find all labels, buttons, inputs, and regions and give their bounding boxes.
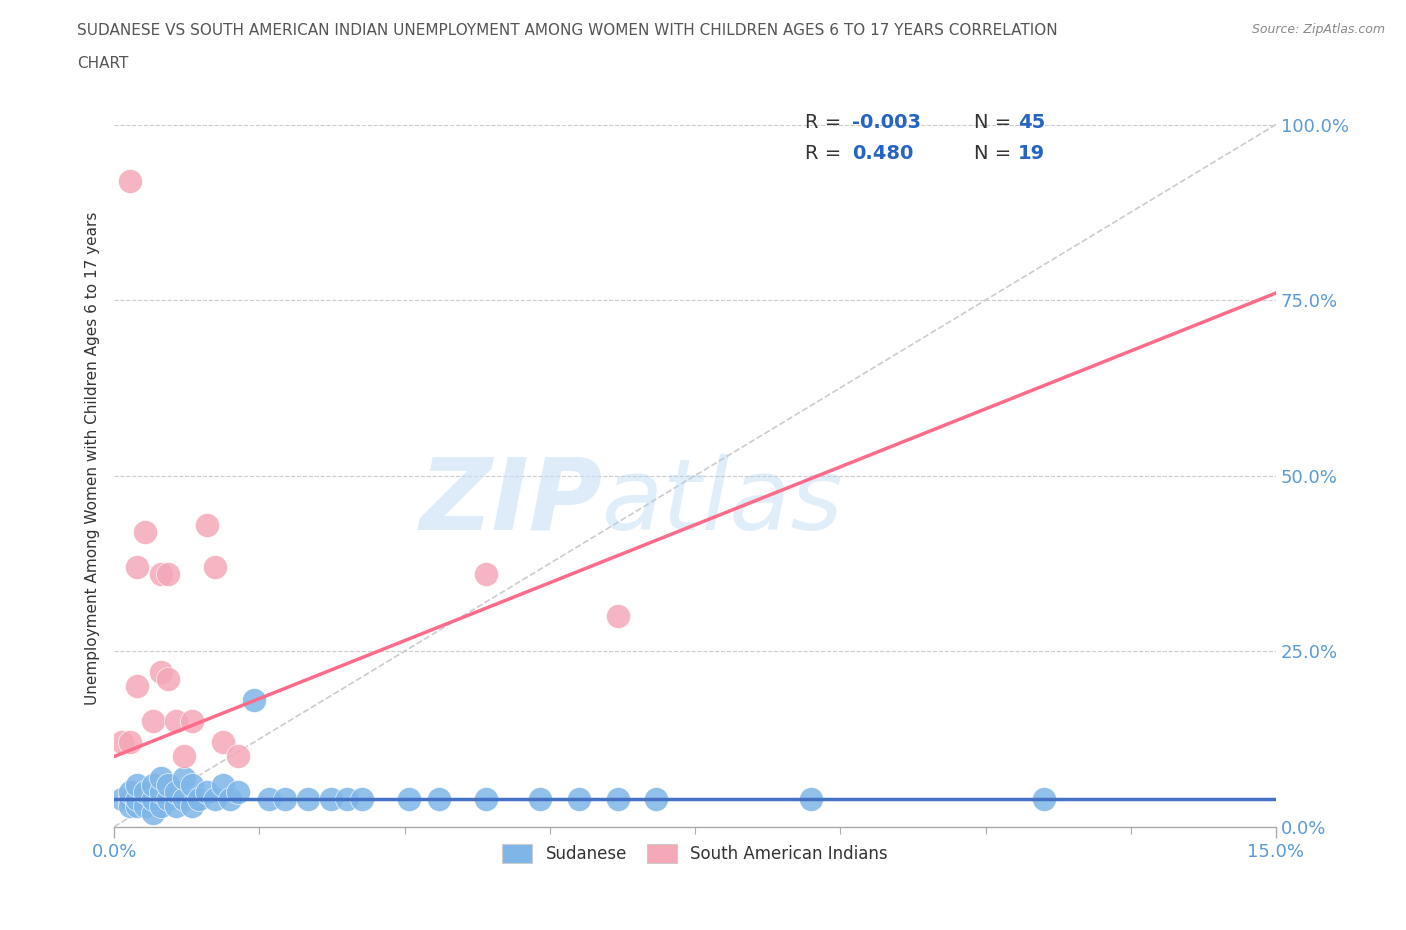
Point [226, 749, 249, 764]
Point [165, 714, 187, 729]
Point [134, 525, 156, 539]
Point [149, 770, 172, 785]
Point [319, 791, 342, 806]
Point [800, 791, 823, 806]
Legend: Sudanese, South American Indians: Sudanese, South American Indians [495, 837, 894, 870]
Point [195, 784, 218, 799]
Point [1032, 791, 1054, 806]
Point [127, 560, 149, 575]
Point [195, 517, 218, 532]
Point [529, 791, 551, 806]
Point [180, 714, 202, 729]
Point [173, 770, 195, 785]
Text: SUDANESE VS SOUTH AMERICAN INDIAN UNEMPLOYMENT AMONG WOMEN WITH CHILDREN AGES 6 : SUDANESE VS SOUTH AMERICAN INDIAN UNEMPL… [77, 23, 1057, 38]
Point [157, 671, 180, 686]
Y-axis label: Unemployment Among Women with Children Ages 6 to 17 years: Unemployment Among Women with Children A… [86, 211, 100, 705]
Point [165, 784, 187, 799]
Point [149, 784, 172, 799]
Point [350, 791, 373, 806]
Point [118, 173, 141, 188]
Text: R =: R = [806, 113, 848, 132]
Text: 0.480: 0.480 [852, 144, 914, 163]
Point [297, 791, 319, 806]
Point [188, 791, 211, 806]
Point [142, 805, 165, 820]
Point [134, 784, 156, 799]
Point [180, 777, 202, 792]
Point [173, 791, 195, 806]
Point [204, 560, 226, 575]
Point [149, 665, 172, 680]
Point [180, 798, 202, 813]
Point [149, 566, 172, 581]
Point [118, 784, 141, 799]
Point [568, 791, 591, 806]
Point [211, 777, 233, 792]
Text: atlas: atlas [602, 454, 844, 551]
Point [118, 735, 141, 750]
Point [606, 608, 628, 623]
Text: N =: N = [974, 144, 1018, 163]
Point [127, 777, 149, 792]
Point [475, 791, 498, 806]
Point [606, 791, 628, 806]
Point [111, 791, 134, 806]
Point [118, 791, 141, 806]
Text: 19: 19 [1018, 144, 1045, 163]
Text: 45: 45 [1018, 113, 1045, 132]
Point [134, 798, 156, 813]
Point [127, 798, 149, 813]
Point [157, 566, 180, 581]
Point [149, 798, 172, 813]
Point [475, 566, 498, 581]
Point [645, 791, 668, 806]
Point [257, 791, 280, 806]
Point [226, 784, 249, 799]
Point [142, 714, 165, 729]
Point [157, 791, 180, 806]
Point [204, 791, 226, 806]
Point [173, 749, 195, 764]
Point [118, 798, 141, 813]
Point [219, 791, 242, 806]
Point [398, 791, 420, 806]
Point [127, 791, 149, 806]
Text: CHART: CHART [77, 56, 129, 71]
Point [142, 791, 165, 806]
Point [127, 679, 149, 694]
Point [335, 791, 357, 806]
Text: N =: N = [974, 113, 1018, 132]
Point [273, 791, 295, 806]
Text: ZIP: ZIP [419, 454, 602, 551]
Point [211, 735, 233, 750]
Point [429, 791, 451, 806]
Point [142, 777, 165, 792]
Text: R =: R = [806, 144, 848, 163]
Point [165, 798, 187, 813]
Text: Source: ZipAtlas.com: Source: ZipAtlas.com [1251, 23, 1385, 36]
Point [111, 735, 134, 750]
Text: -0.003: -0.003 [852, 113, 921, 132]
Point [157, 777, 180, 792]
Point [242, 693, 264, 708]
